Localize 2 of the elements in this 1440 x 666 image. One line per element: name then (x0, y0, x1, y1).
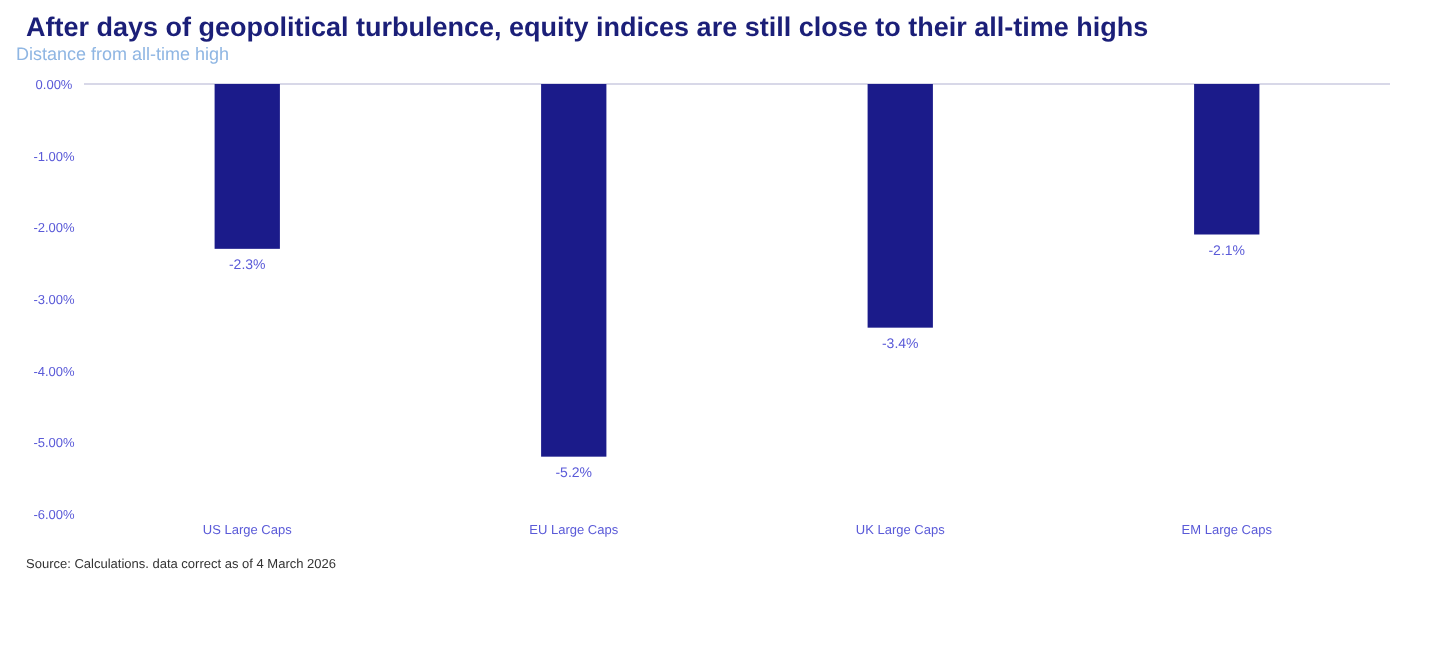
chart-subtitle: Distance from all-time high (16, 44, 230, 64)
chart-title: After days of geopolitical turbulence, equity indices are still close to their all-time highs (26, 12, 1149, 42)
